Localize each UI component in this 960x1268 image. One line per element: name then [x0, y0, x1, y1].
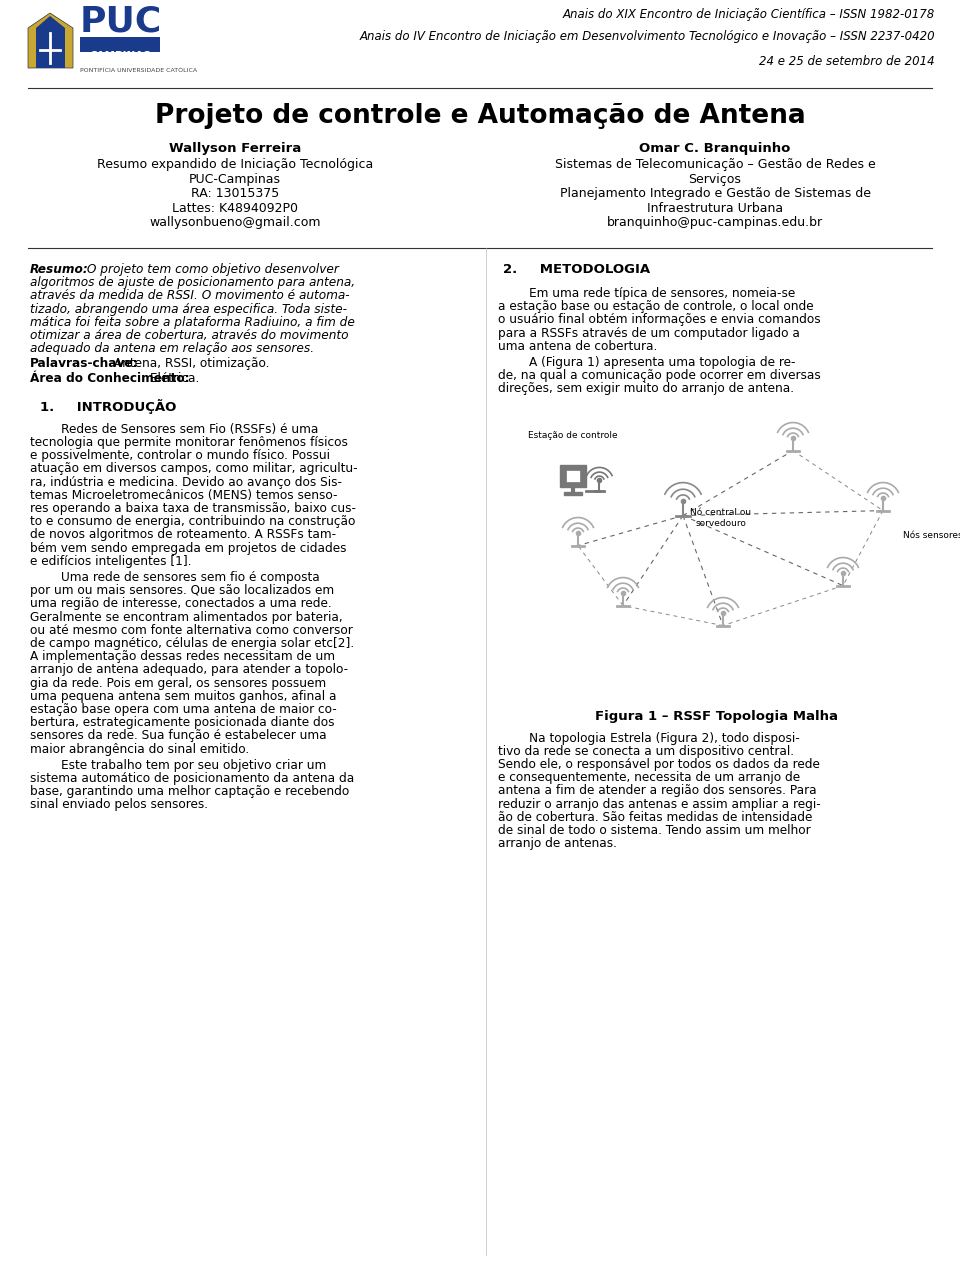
Text: Nó central ou
sorvedouro: Nó central ou sorvedouro — [690, 507, 752, 529]
Text: temas Microeletromecânicos (MENS) temos senso-: temas Microeletromecânicos (MENS) temos … — [30, 488, 338, 502]
Text: Figura 1 – RSSF Topologia Malha: Figura 1 – RSSF Topologia Malha — [595, 710, 838, 723]
Text: uma região de interesse, conectados a uma rede.: uma região de interesse, conectados a um… — [30, 597, 331, 610]
Text: ou até mesmo com fonte alternativa como conversor: ou até mesmo com fonte alternativa como … — [30, 624, 352, 637]
Text: otimizar a área de cobertura, através do movimento: otimizar a área de cobertura, através do… — [30, 328, 348, 342]
Text: tizado, abrangendo uma área especifica. Toda siste-: tizado, abrangendo uma área especifica. … — [30, 303, 347, 316]
Text: Este trabalho tem por seu objetivo criar um: Este trabalho tem por seu objetivo criar… — [30, 758, 326, 772]
Text: Uma rede de sensores sem fio é composta: Uma rede de sensores sem fio é composta — [30, 571, 320, 585]
Polygon shape — [28, 13, 73, 68]
Text: Lattes: K4894092P0: Lattes: K4894092P0 — [172, 202, 298, 214]
Polygon shape — [36, 16, 65, 68]
Text: Redes de Sensores sem Fio (RSSFs) é uma: Redes de Sensores sem Fio (RSSFs) é uma — [30, 422, 319, 436]
Text: tivo da rede se conecta a um dispositivo central.: tivo da rede se conecta a um dispositivo… — [498, 744, 794, 758]
Text: Estação de controle: Estação de controle — [528, 431, 618, 440]
Text: PUC-Campinas: PUC-Campinas — [189, 172, 281, 185]
Text: branquinho@puc-campinas.edu.br: branquinho@puc-campinas.edu.br — [607, 216, 823, 230]
Text: tecnologia que permite monitorar fenômenos físicos: tecnologia que permite monitorar fenômen… — [30, 436, 348, 449]
Text: através da medida de RSSI. O movimento é automa-: através da medida de RSSI. O movimento é… — [30, 289, 349, 302]
Text: A implementação dessas redes necessitam de um: A implementação dessas redes necessitam … — [30, 650, 335, 663]
Text: de, na qual a comunicação pode ocorrer em diversas: de, na qual a comunicação pode ocorrer e… — [498, 369, 821, 382]
Text: Omar C. Branquinho: Omar C. Branquinho — [639, 142, 791, 155]
Text: 24 e 25 de setembro de 2014: 24 e 25 de setembro de 2014 — [759, 55, 935, 68]
Text: e edifícios inteligentes [1].: e edifícios inteligentes [1]. — [30, 555, 191, 568]
Text: uma pequena antena sem muitos ganhos, afinal a: uma pequena antena sem muitos ganhos, af… — [30, 690, 337, 702]
Text: o usuário final obtém informações e envia comandos: o usuário final obtém informações e envi… — [498, 313, 821, 326]
Text: sistema automático de posicionamento da antena da: sistema automático de posicionamento da … — [30, 772, 354, 785]
Text: Palavras-chave:: Palavras-chave: — [30, 358, 138, 370]
Text: a estação base ou estação de controle, o local onde: a estação base ou estação de controle, o… — [498, 301, 814, 313]
Text: PUC: PUC — [80, 5, 162, 39]
Text: Resumo:: Resumo: — [30, 262, 88, 276]
Bar — [565, 469, 580, 482]
Text: estação base opera com uma antena de maior co-: estação base opera com uma antena de mai… — [30, 702, 337, 716]
Text: mática foi feita sobre a plataforma Radiuino, a fim de: mática foi feita sobre a plataforma Radi… — [30, 316, 355, 328]
Text: reduzir o arranjo das antenas e assim ampliar a regi-: reduzir o arranjo das antenas e assim am… — [498, 798, 821, 810]
Text: Anais do XIX Encontro de Iniciação Científica – ISSN 1982-0178: Anais do XIX Encontro de Iniciação Cient… — [563, 8, 935, 22]
Text: Planejamento Integrado e Gestão de Sistemas de: Planejamento Integrado e Gestão de Siste… — [560, 186, 871, 200]
Text: e consequentemente, necessita de um arranjo de: e consequentemente, necessita de um arra… — [498, 771, 800, 784]
Text: maior abrangência do sinal emitido.: maior abrangência do sinal emitido. — [30, 743, 250, 756]
Text: Nós sensores: Nós sensores — [903, 530, 960, 540]
Text: Projeto de controle e Automação de Antena: Projeto de controle e Automação de Anten… — [155, 103, 805, 129]
Text: O projeto tem como objetivo desenvolver: O projeto tem como objetivo desenvolver — [83, 262, 339, 276]
Text: de sinal de todo o sistema. Tendo assim um melhor: de sinal de todo o sistema. Tendo assim … — [498, 824, 810, 837]
Text: Resumo expandido de Iniciação Tecnológica: Resumo expandido de Iniciação Tecnológic… — [97, 158, 373, 171]
Text: to e consumo de energia, contribuindo na construção: to e consumo de energia, contribuindo na… — [30, 515, 355, 529]
Text: bém vem sendo empregada em projetos de cidades: bém vem sendo empregada em projetos de c… — [30, 541, 347, 554]
Text: Área do Conhecimento:: Área do Conhecimento: — [30, 372, 190, 384]
Text: ão de cobertura. São feitas medidas de intensidade: ão de cobertura. São feitas medidas de i… — [498, 810, 812, 824]
Text: antena a fim de atender a região dos sensores. Para: antena a fim de atender a região dos sen… — [498, 785, 817, 798]
Text: algoritmos de ajuste de posicionamento para antena,: algoritmos de ajuste de posicionamento p… — [30, 276, 355, 289]
Text: A (Figura 1) apresenta uma topologia de re-: A (Figura 1) apresenta uma topologia de … — [498, 356, 796, 369]
Text: bertura, estrategicamente posicionada diante dos: bertura, estrategicamente posicionada di… — [30, 716, 334, 729]
Text: gia da rede. Pois em geral, os sensores possuem: gia da rede. Pois em geral, os sensores … — [30, 677, 326, 690]
Bar — [564, 492, 582, 496]
Text: wallysonbueno@gmail.com: wallysonbueno@gmail.com — [149, 216, 321, 230]
Text: arranjo de antenas.: arranjo de antenas. — [498, 837, 617, 851]
Text: Infraestrutura Urbana: Infraestrutura Urbana — [647, 202, 783, 214]
Text: ra, indústria e medicina. Devido ao avanço dos Sis-: ra, indústria e medicina. Devido ao avan… — [30, 476, 342, 488]
Bar — [80, 37, 160, 52]
Text: Sendo ele, o responsável por todos os dados da rede: Sendo ele, o responsável por todos os da… — [498, 758, 820, 771]
Text: base, garantindo uma melhor captação e recebendo: base, garantindo uma melhor captação e r… — [30, 785, 349, 798]
Text: de campo magnético, células de energia solar etc[2].: de campo magnético, células de energia s… — [30, 637, 354, 650]
Text: uma antena de cobertura.: uma antena de cobertura. — [498, 340, 658, 353]
Text: e possivelmente, controlar o mundo físico. Possui: e possivelmente, controlar o mundo físic… — [30, 449, 330, 463]
Text: PONTIFÍCIA UNIVERSIDADE CATÓLICA: PONTIFÍCIA UNIVERSIDADE CATÓLICA — [80, 68, 197, 74]
Text: 2.   METODOLOGIA: 2. METODOLOGIA — [503, 262, 650, 276]
Text: CAMPINAS: CAMPINAS — [89, 51, 151, 61]
Text: Antena, RSSI, otimização.: Antena, RSSI, otimização. — [110, 358, 270, 370]
Text: de novos algoritmos de roteamento. A RSSFs tam-: de novos algoritmos de roteamento. A RSS… — [30, 529, 336, 541]
Text: atuação em diversos campos, como militar, agricultu-: atuação em diversos campos, como militar… — [30, 463, 358, 476]
Text: Sistemas de Telecomunicação – Gestão de Redes e: Sistemas de Telecomunicação – Gestão de … — [555, 158, 876, 171]
Text: 1.   INTRODUÇÃO: 1. INTRODUÇÃO — [40, 399, 177, 413]
Text: Na topologia Estrela (Figura 2), todo disposi-: Na topologia Estrela (Figura 2), todo di… — [498, 732, 800, 744]
Text: RA: 13015375: RA: 13015375 — [191, 186, 279, 200]
Text: por um ou mais sensores. Que são localizados em: por um ou mais sensores. Que são localiz… — [30, 585, 334, 597]
Text: Elétrica.: Elétrica. — [146, 372, 200, 384]
Text: para a RSSFs através de um computador ligado a: para a RSSFs através de um computador li… — [498, 327, 800, 340]
Text: sensores da rede. Sua função é estabelecer uma: sensores da rede. Sua função é estabelec… — [30, 729, 326, 742]
Text: Wallyson Ferreira: Wallyson Ferreira — [169, 142, 301, 155]
Text: arranjo de antena adequado, para atender a topolo-: arranjo de antena adequado, para atender… — [30, 663, 348, 676]
Text: direções, sem exigir muito do arranjo de antena.: direções, sem exigir muito do arranjo de… — [498, 383, 794, 396]
Text: sinal enviado pelos sensores.: sinal enviado pelos sensores. — [30, 799, 208, 812]
Text: Geralmente se encontram alimentados por bateria,: Geralmente se encontram alimentados por … — [30, 611, 343, 624]
Text: Em uma rede típica de sensores, nomeia-se: Em uma rede típica de sensores, nomeia-s… — [498, 287, 795, 301]
Bar — [560, 464, 587, 487]
Text: adequado da antena em relação aos sensores.: adequado da antena em relação aos sensor… — [30, 342, 314, 355]
Text: res operando a baixa taxa de transmissão, baixo cus-: res operando a baixa taxa de transmissão… — [30, 502, 356, 515]
Text: Anais do IV Encontro de Iniciação em Desenvolvimento Tecnológico e Inovação – IS: Anais do IV Encontro de Iniciação em Des… — [359, 30, 935, 43]
Text: Serviços: Serviços — [688, 172, 741, 185]
